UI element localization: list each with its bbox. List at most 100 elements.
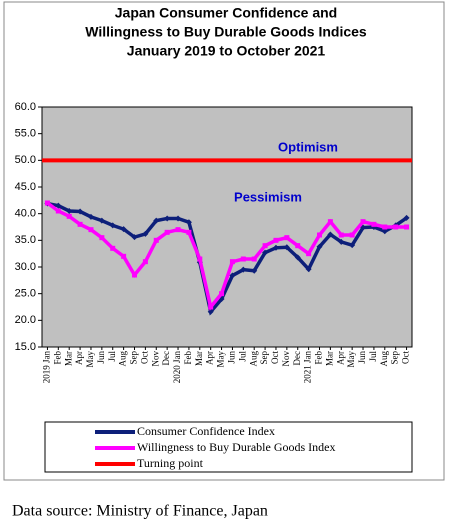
marker [295, 243, 301, 249]
chart-title: Willingness to Buy Durable Goods Indices [85, 24, 367, 40]
chart-title: January 2019 to October 2021 [127, 43, 326, 59]
y-tick-label: 45.0 [15, 181, 36, 193]
marker [262, 249, 269, 256]
x-tick-label: Apr [335, 351, 345, 365]
marker [164, 229, 170, 235]
marker [175, 215, 182, 222]
marker [120, 226, 127, 233]
x-tick-label: Jun [357, 351, 367, 364]
marker [251, 267, 258, 274]
marker [240, 256, 246, 262]
marker [87, 213, 94, 220]
x-tick-label: May [216, 351, 226, 368]
marker [88, 227, 94, 233]
x-tick-label: Mar [63, 351, 73, 366]
annotation: Optimism [278, 139, 338, 154]
x-tick-label: Mar [194, 351, 204, 366]
legend-label: Willingness to Buy Durable Goods Index [137, 440, 336, 454]
marker [251, 256, 257, 262]
x-tick-label: Aug [118, 351, 128, 367]
marker [109, 222, 116, 229]
marker [327, 231, 334, 238]
marker [273, 237, 279, 243]
x-tick-label: 2020 Jan [172, 351, 182, 384]
x-tick-label: Apr [205, 351, 215, 365]
legend-label: Consumer Confidence Index [137, 424, 275, 438]
marker [219, 291, 225, 297]
annotation: Pessimism [234, 189, 302, 204]
x-tick-label: Feb [52, 351, 62, 365]
marker [153, 217, 160, 224]
x-tick-label: May [346, 351, 356, 368]
marker [349, 232, 355, 238]
marker [240, 266, 247, 273]
marker [229, 272, 236, 279]
x-tick-label: Apr [74, 351, 84, 365]
x-tick-label: Dec [292, 351, 302, 366]
marker [360, 219, 366, 225]
x-tick-label: Dec [161, 351, 171, 366]
marker [99, 235, 105, 241]
marker [284, 235, 290, 241]
y-tick-label: 35.0 [15, 234, 36, 246]
y-tick-label: 20.0 [15, 314, 36, 326]
x-tick-label: Aug [248, 351, 258, 367]
x-tick-label: Sep [390, 351, 400, 365]
x-tick-label: Jul [107, 351, 117, 362]
series-line [47, 201, 408, 316]
marker [66, 213, 72, 219]
marker [283, 244, 290, 251]
marker [294, 254, 301, 261]
marker [121, 253, 127, 259]
marker [393, 224, 399, 230]
series-line [46, 201, 407, 311]
marker [305, 266, 312, 273]
marker [186, 229, 192, 235]
marker [142, 230, 149, 237]
y-tick-label: 15.0 [15, 341, 36, 353]
y-tick-label: 55.0 [15, 128, 36, 140]
marker [153, 237, 159, 243]
x-tick-label: Mar [324, 351, 334, 366]
marker [316, 243, 323, 250]
marker [164, 215, 171, 222]
x-tick-label: Sep [259, 351, 269, 365]
y-tick-label: 50.0 [15, 154, 36, 166]
y-tick-label: 30.0 [15, 261, 36, 273]
marker [338, 238, 345, 245]
x-tick-label: May [85, 351, 95, 368]
x-tick-label: Oct [270, 351, 280, 364]
marker [327, 219, 333, 225]
x-tick-label: Oct [401, 351, 411, 364]
x-tick-label: Aug [379, 351, 389, 367]
y-tick-label: 60.0 [15, 101, 36, 113]
marker [110, 245, 116, 251]
x-tick-label: Jun [227, 351, 237, 364]
y-tick-label: 40.0 [15, 208, 36, 220]
marker [338, 232, 344, 238]
marker [229, 259, 235, 265]
marker [272, 244, 279, 251]
plot-area [41, 106, 413, 348]
marker [55, 202, 62, 209]
marker [404, 224, 410, 230]
marker [306, 251, 312, 257]
y-tick-label: 25.0 [15, 288, 36, 300]
legend-label: Turning point [137, 456, 204, 470]
marker [55, 208, 61, 214]
marker [208, 304, 214, 310]
marker [132, 272, 137, 278]
marker [77, 221, 83, 227]
x-tick-label: Jun [96, 351, 106, 364]
marker [349, 242, 356, 249]
x-tick-label: Jul [368, 351, 378, 362]
x-tick-label: Feb [314, 351, 324, 365]
marker [44, 200, 50, 206]
x-tick-label: 2019 Jan [42, 351, 52, 384]
x-tick-label: Sep [129, 351, 139, 365]
marker [371, 221, 377, 227]
marker [381, 228, 388, 235]
marker [197, 256, 203, 262]
x-tick-label: 2021 Jan [303, 351, 313, 384]
marker [207, 308, 214, 315]
